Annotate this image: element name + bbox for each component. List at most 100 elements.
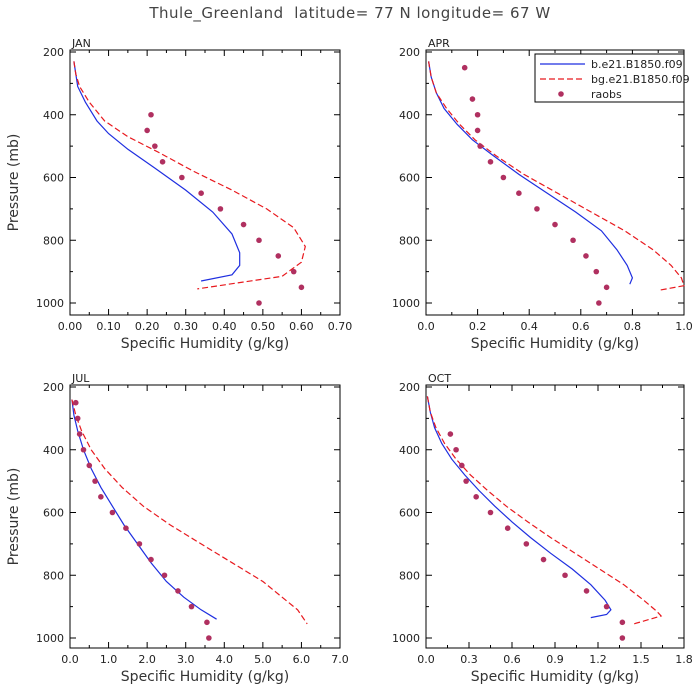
panel-jan-raobs-point: [290, 268, 297, 275]
panel-apr-ytick-label: 400: [399, 109, 420, 122]
panel-jul-raobs-point: [123, 525, 129, 531]
legend-label: bg.e21.B1850.f09: [591, 73, 690, 86]
panel-apr-raobs-point: [487, 159, 494, 165]
panel-oct-raobs-point: [473, 494, 479, 500]
panel-jan-ytick-label: 800: [43, 234, 64, 247]
panel-apr-raobs-point: [583, 253, 589, 259]
panel-jul-xtick-label: 5.0: [254, 653, 272, 666]
panel-jan-xtick-label: 0.20: [135, 320, 160, 333]
panel-jan-xtick-label: 0.00: [58, 320, 83, 333]
panel-apr-ytick-label: 1000: [392, 297, 420, 310]
panel-oct-ytick-label: 1000: [392, 632, 420, 645]
panel-oct-raobs-point: [603, 603, 610, 610]
panel-jan-xtick-label: 0.70: [328, 320, 353, 333]
panel-oct-xtick-label: 0.9: [546, 653, 564, 666]
panel-jan-frame: [69, 49, 341, 316]
panel-jan-xtick-label: 0.60: [289, 320, 314, 333]
panel-jan-xtick-label: 0.40: [212, 320, 237, 333]
panel-oct-frame: [425, 384, 685, 649]
panel-jan-ylabel: Pressure (mb): [6, 134, 22, 232]
panel-oct-raobs-point: [583, 588, 590, 594]
panel-oct-bg-model-line: [426, 396, 663, 625]
panel-jul-raobs-point: [188, 603, 195, 610]
panel-apr-raobs-point: [500, 174, 507, 181]
panel-oct-ytick-label: 400: [399, 444, 420, 457]
panel-jul-bg-model-line: [71, 399, 308, 625]
panel-jul-raobs-point: [92, 478, 98, 484]
panel-apr-xtick-label: 0.2: [469, 320, 487, 333]
legend-label: raobs: [591, 88, 622, 101]
panel-jan-ytick-label: 1000: [36, 297, 64, 310]
panel-jul-raobs-point: [109, 509, 116, 516]
panel-oct-ytick-label: 200: [399, 381, 420, 394]
panel-oct-raobs-point: [504, 525, 511, 531]
panel-jul-b-model-line: [71, 399, 217, 620]
panel-jul-xtick-label: 7.0: [331, 653, 349, 666]
panel-apr-ytick-label: 600: [399, 172, 420, 185]
panel-apr-bg-model-line: [428, 61, 685, 291]
panel-jan-raobs-point: [144, 127, 150, 134]
panel-jan-xtick-label: 0.50: [251, 320, 276, 333]
panel-jan-raobs-point: [159, 159, 166, 165]
panel-jan-raobs-point: [179, 174, 185, 181]
panel-jul-frame: [69, 384, 341, 649]
panel-oct-xtick-label: 1.8: [675, 653, 693, 666]
panel-apr-raobs-point: [469, 96, 476, 102]
panel-apr-xtick-label: 0.8: [624, 320, 642, 333]
panel-apr-xtick-label: 0.0: [417, 320, 435, 333]
panel-jan-raobs-point: [298, 284, 305, 291]
panel-jul-raobs-point: [161, 572, 168, 579]
panel-apr-xlabel: Specific Humidity (g/kg): [471, 336, 639, 352]
panel-oct-xtick-label: 0.3: [460, 653, 478, 666]
panel-oct-raobs-point: [453, 446, 459, 453]
panel-jul-xtick-label: 6.0: [293, 653, 311, 666]
panel-apr-xtick-label: 0.6: [572, 320, 590, 333]
panel-jan-month-label: JAN: [71, 37, 91, 50]
panel-apr-raobs-point: [596, 300, 602, 306]
panel-oct-xlabel: Specific Humidity (g/kg): [471, 669, 639, 685]
panel-oct-xtick-label: 0.6: [503, 653, 521, 666]
panel-apr-ytick-label: 200: [399, 46, 420, 59]
panel-apr-raobs-point: [552, 221, 558, 228]
panel-apr-raobs-point: [603, 284, 610, 291]
panel-jul-raobs-point: [98, 494, 104, 500]
panel-apr-b-model-line: [428, 61, 634, 285]
panel-apr-month-label: APR: [428, 37, 450, 50]
panel-jul-xtick-label: 3.0: [177, 653, 195, 666]
panel-jul-ytick-label: 1000: [36, 632, 64, 645]
panel-jul-raobs-point: [204, 619, 210, 626]
panel-apr-raobs-point: [534, 206, 540, 212]
panel-oct-ytick-label: 600: [399, 507, 420, 520]
panel-jul-xtick-label: 0.0: [61, 653, 79, 666]
panel-apr-raobs-point: [516, 190, 522, 196]
panel-apr-raobs-point: [474, 127, 481, 134]
panel-jul-ytick-label: 400: [43, 444, 64, 457]
panel-jul-raobs-point: [175, 588, 181, 594]
panel-apr-raobs-point: [477, 143, 483, 149]
panel-jan-ytick-label: 600: [43, 172, 64, 185]
panel-oct-raobs-point: [459, 462, 465, 469]
panel-jul-xtick-label: 1.0: [100, 653, 118, 666]
panel-oct-xtick-label: 0.0: [417, 653, 435, 666]
panel-apr-raobs-point: [461, 64, 468, 71]
panel-oct-raobs-point: [463, 478, 469, 484]
panel-oct-raobs-point: [540, 556, 547, 563]
panel-jul-raobs-point: [80, 446, 87, 453]
panel-jan-raobs-point: [198, 190, 204, 196]
panel-oct-ytick-label: 800: [399, 569, 420, 582]
panel-oct-b-model-line: [426, 396, 612, 619]
panel-jan-raobs-point: [152, 143, 158, 149]
panel-jan-b-model-line: [73, 61, 241, 282]
panel-jan-ytick-label: 200: [43, 46, 64, 59]
panel-jul-raobs-point: [74, 415, 81, 422]
panel-jul-raobs-point: [76, 431, 83, 437]
panel-jul-raobs-point: [136, 541, 143, 547]
panel-jul-xtick-label: 4.0: [216, 653, 234, 666]
panel-oct-xtick-label: 1.2: [589, 653, 607, 666]
panel-oct-raobs-point: [562, 572, 568, 579]
panel-jul-ytick-label: 200: [43, 381, 64, 394]
panel-apr-raobs-point: [474, 111, 481, 118]
panel-apr-raobs-point: [570, 237, 576, 244]
panel-jul-ytick-label: 600: [43, 507, 64, 520]
panel-jan-xtick-label: 0.30: [173, 320, 198, 333]
